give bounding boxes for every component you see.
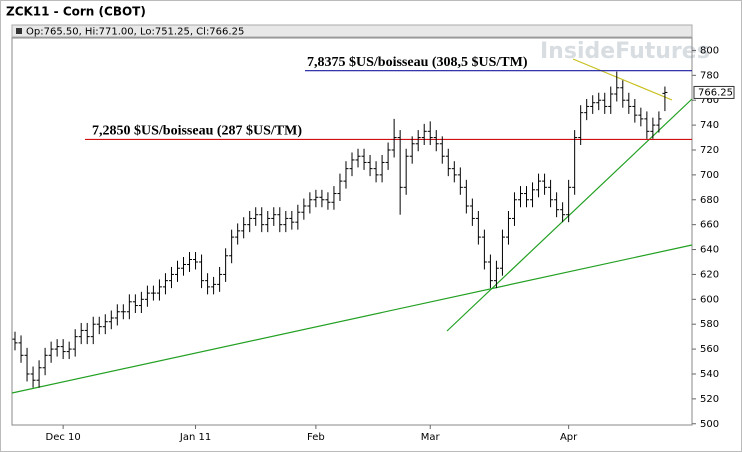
last-price-box xyxy=(693,85,735,99)
trend-line xyxy=(11,244,693,394)
y-tick-label: 680 xyxy=(700,195,719,206)
x-tick-label: Dec 10 xyxy=(46,432,81,443)
y-tick-label: 560 xyxy=(700,344,719,355)
info-text: Op:765.50, Hi:771.00, Lo:751.25, Cl:766.… xyxy=(26,27,244,38)
watermark: InsideFutures xyxy=(540,39,710,64)
y-tick-label: 500 xyxy=(700,419,719,430)
y-tick-label: 660 xyxy=(700,220,719,231)
info-icon xyxy=(16,28,22,34)
trend-line xyxy=(572,58,673,101)
level-label: 7,2850 $US/boisseau (287 $US/TM) xyxy=(92,124,302,139)
y-tick-label: 780 xyxy=(700,70,719,81)
y-tick-label: 540 xyxy=(700,369,719,380)
y-tick-label: 600 xyxy=(700,294,719,305)
x-tick-label: Mar xyxy=(421,432,441,443)
y-tick-label: 700 xyxy=(700,170,719,181)
info-bar xyxy=(11,24,693,38)
y-tick-label: 800 xyxy=(700,45,719,56)
y-tick-label: 720 xyxy=(700,145,719,156)
level-label: 7,8375 $US/boisseau (308,5 $US/TM) xyxy=(307,55,528,70)
trend-line xyxy=(446,98,693,332)
last-price-label: 766.25 xyxy=(698,87,733,98)
x-tick-label: Jan 11 xyxy=(179,432,211,443)
plot-area xyxy=(11,37,693,426)
x-tick-label: Apr xyxy=(560,432,578,443)
y-tick-label: 760 xyxy=(700,95,719,106)
y-tick-label: 620 xyxy=(700,269,719,280)
chart-title: ZCK11 - Corn (CBOT) xyxy=(6,5,146,19)
y-tick-label: 640 xyxy=(700,245,719,256)
y-tick-label: 520 xyxy=(700,394,719,405)
y-tick-label: 580 xyxy=(700,319,719,330)
x-tick-label: Feb xyxy=(307,432,325,443)
y-tick-label: 740 xyxy=(700,120,719,131)
